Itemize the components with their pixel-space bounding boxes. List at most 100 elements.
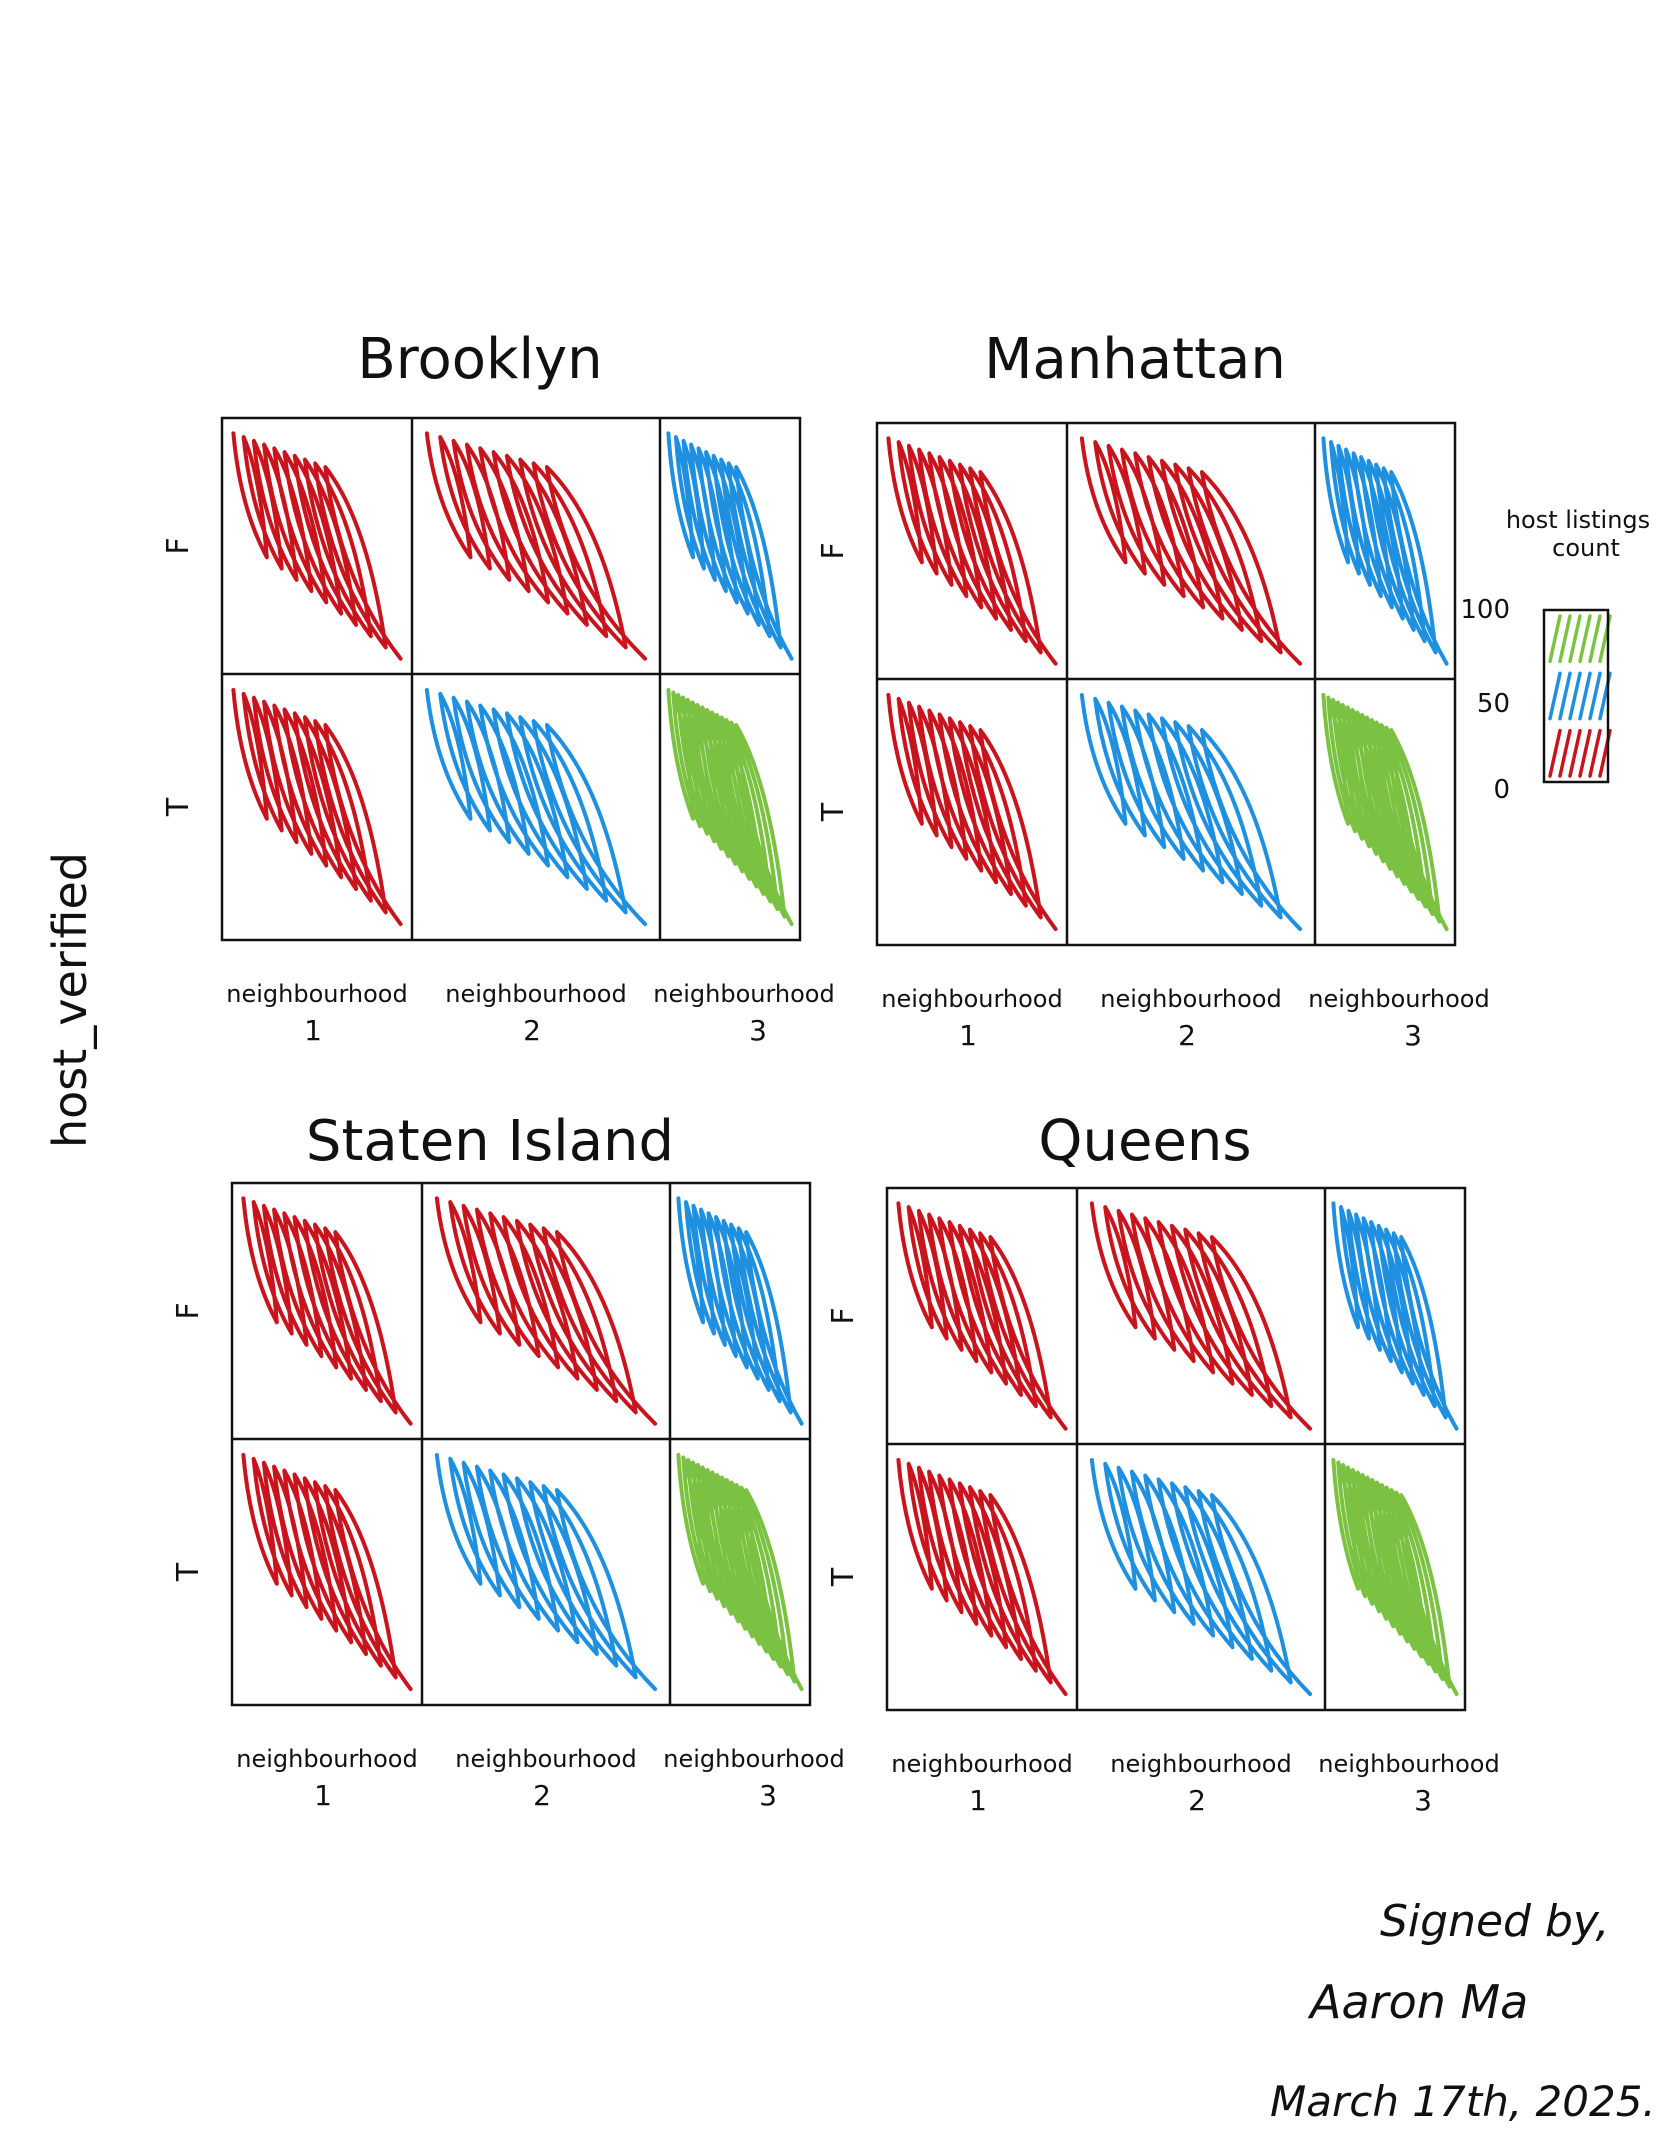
cell-scribble <box>1089 1201 1313 1431</box>
legend-swatch-stroke <box>1588 614 1602 664</box>
column-tick-number: 3 <box>759 1779 777 1812</box>
row-tick-label: T <box>826 1567 861 1587</box>
column-tick-number: 2 <box>523 1014 541 1047</box>
cell-scribble <box>434 1196 658 1426</box>
heatmap-cell <box>434 1452 658 1692</box>
legend-swatch <box>1548 728 1612 778</box>
cell-scribble <box>1079 692 1303 932</box>
cell-scribble <box>676 1452 804 1692</box>
heatmap-cell <box>1079 692 1303 932</box>
cell-scribble <box>1089 1457 1313 1697</box>
legend-swatch <box>1548 614 1612 664</box>
heatmap-cell <box>676 1196 804 1426</box>
row-tick-label: T <box>816 802 851 822</box>
cell-scribble <box>896 1457 1068 1697</box>
legend-title-line2: count <box>1552 534 1620 562</box>
heatmap-cell <box>886 692 1058 932</box>
row-tick-label: F <box>826 1307 861 1324</box>
column-tick-label: neighbourhood <box>1110 1750 1291 1778</box>
column-tick-number: 1 <box>314 1779 332 1812</box>
column-tick-number: 2 <box>533 1779 551 1812</box>
heatmap-cell <box>424 431 648 661</box>
signature-line3: March 17th, 2025. <box>1270 2077 1656 2126</box>
cell-scribble <box>1321 692 1449 932</box>
heatmap-cell <box>1089 1201 1313 1431</box>
signature: Signed by, Aaron Ma March 17th, 2025. <box>1270 1896 1656 2126</box>
legend-tick-label: 100 <box>1460 595 1510 625</box>
legend-swatch-stroke <box>1568 671 1582 721</box>
legend-swatch-stroke <box>1548 671 1562 721</box>
legend-swatch <box>1548 671 1612 721</box>
column-tick-number: 1 <box>969 1784 987 1817</box>
heatmap-cell <box>896 1457 1068 1697</box>
legend-bar-border <box>1542 608 1610 784</box>
signature-line2: Aaron Ma <box>1307 1975 1528 2029</box>
column-tick-label: neighbourhood <box>891 1750 1072 1778</box>
column-tick-label: neighbourhood <box>881 985 1062 1013</box>
heatmap-cell <box>1331 1457 1459 1697</box>
column-tick-number: 1 <box>959 1019 977 1052</box>
heatmap-cell <box>896 1201 1068 1431</box>
heatmap-cell <box>676 1452 804 1692</box>
heatmap-cell <box>666 431 794 661</box>
cell-scribble <box>896 1201 1068 1431</box>
column-tick-number: 3 <box>1414 1784 1432 1817</box>
legend-swatch-stroke <box>1578 614 1592 664</box>
heatmap-cell <box>886 436 1058 666</box>
column-tick-number: 2 <box>1178 1019 1196 1052</box>
heatmap-cell <box>424 687 648 927</box>
panel-title: Brooklyn <box>357 327 602 392</box>
row-tick-label: F <box>161 537 196 554</box>
legend-swatch-stroke <box>1578 671 1592 721</box>
panel-title: Queens <box>1038 1109 1251 1174</box>
legend: host listings count 100 50 0 <box>1460 506 1650 805</box>
column-tick-label: neighbourhood <box>663 1745 844 1773</box>
column-tick-label: neighbourhood <box>1318 1750 1499 1778</box>
heatmap-cell <box>1321 692 1449 932</box>
row-tick-label: T <box>171 1562 206 1582</box>
panel-border <box>230 1181 812 1707</box>
cell-scribble <box>886 436 1058 666</box>
legend-swatch-stroke <box>1568 614 1582 664</box>
cell-scribble <box>231 687 403 927</box>
panel-border <box>220 416 802 942</box>
cell-scribble <box>1331 1201 1459 1431</box>
column-tick-label: neighbourhood <box>455 1745 636 1773</box>
legend-swatch-stroke <box>1558 671 1572 721</box>
column-tick-number: 2 <box>1188 1784 1206 1817</box>
heatmap-cell <box>1079 436 1303 666</box>
heatmap-cell <box>231 687 403 927</box>
legend-swatch-stroke <box>1568 728 1582 778</box>
cell-scribble <box>434 1452 658 1692</box>
cell-scribble <box>1079 436 1303 666</box>
y-axis-label: host_verified <box>43 852 97 1148</box>
row-tick-label: F <box>816 542 851 559</box>
column-tick-label: neighbourhood <box>653 980 834 1008</box>
cell-scribble <box>676 1196 804 1426</box>
column-tick-number: 1 <box>304 1014 322 1047</box>
cell-scribble <box>424 687 648 927</box>
heatmap-cell <box>1321 436 1449 666</box>
legend-color-bar <box>1542 608 1612 784</box>
cell-scribble <box>886 692 1058 932</box>
legend-title-line1: host listings <box>1506 506 1650 534</box>
row-tick-label: T <box>161 797 196 817</box>
cell-scribble <box>1321 436 1449 666</box>
heatmap-cell <box>1331 1201 1459 1431</box>
heatmap-cell <box>666 687 794 927</box>
legend-swatch-stroke <box>1588 671 1602 721</box>
panel-title: Staten Island <box>306 1109 674 1174</box>
cell-scribble <box>666 431 794 661</box>
legend-tick-label: 0 <box>1493 775 1510 805</box>
cell-scribble <box>241 1452 413 1692</box>
heatmap-cell <box>241 1196 413 1426</box>
column-tick-label: neighbourhood <box>236 1745 417 1773</box>
cell-scribble <box>1331 1457 1459 1697</box>
cell-scribble <box>231 431 403 661</box>
legend-swatch-stroke <box>1578 728 1592 778</box>
